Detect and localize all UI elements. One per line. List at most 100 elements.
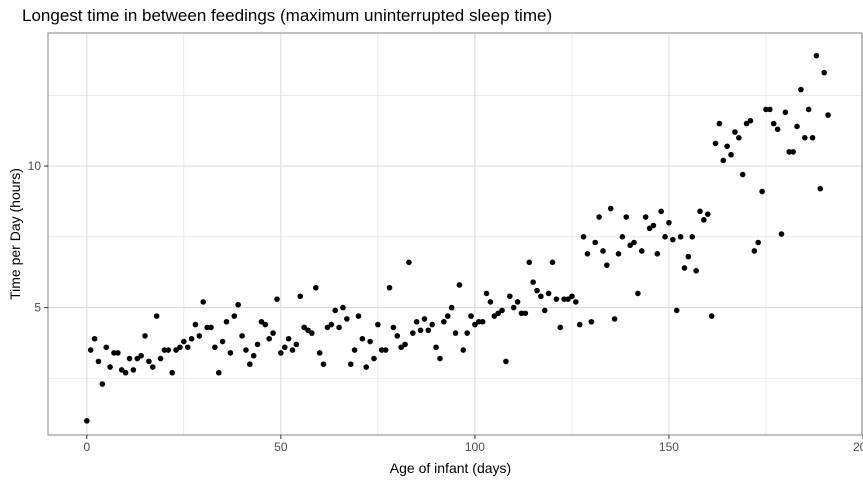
x-tick-label: 50 xyxy=(274,440,288,454)
data-point xyxy=(278,350,284,356)
data-point xyxy=(347,361,354,368)
data-point xyxy=(219,338,226,345)
data-point xyxy=(507,293,513,300)
data-point xyxy=(732,129,738,135)
data-point xyxy=(239,333,245,339)
data-point xyxy=(782,109,789,116)
data-point xyxy=(545,290,552,297)
data-point xyxy=(701,217,707,223)
data-point xyxy=(510,304,517,311)
data-point xyxy=(410,330,416,336)
data-point xyxy=(821,69,827,76)
data-point xyxy=(817,185,824,192)
data-point xyxy=(751,248,758,254)
data-point xyxy=(444,313,451,319)
data-point xyxy=(146,358,152,365)
data-point xyxy=(805,106,812,113)
data-point xyxy=(173,347,179,353)
data-point xyxy=(84,418,90,424)
data-point xyxy=(320,361,327,368)
data-point xyxy=(658,208,664,215)
y-tick-label: 10 xyxy=(28,159,42,173)
data-point xyxy=(627,242,633,249)
data-point xyxy=(328,321,335,328)
data-point xyxy=(95,358,102,365)
data-point xyxy=(654,251,661,257)
data-point xyxy=(200,299,207,305)
data-point xyxy=(285,335,292,342)
data-point xyxy=(600,248,606,254)
data-point xyxy=(305,327,311,334)
data-point xyxy=(138,352,144,359)
data-point xyxy=(697,208,703,215)
minor-gridlines xyxy=(48,33,863,435)
data-points xyxy=(84,52,831,424)
data-point xyxy=(130,367,137,373)
data-point xyxy=(371,355,377,362)
data-point xyxy=(673,307,680,314)
data-point xyxy=(790,149,796,155)
data-point xyxy=(165,347,172,353)
data-point xyxy=(359,335,366,342)
data-point xyxy=(103,344,110,351)
data-point xyxy=(759,188,765,195)
y-axis-title: Time per Day (hours) xyxy=(7,168,23,300)
plot-panel-border xyxy=(47,32,863,436)
data-point xyxy=(184,344,191,351)
data-point xyxy=(274,296,280,302)
data-point xyxy=(402,341,408,348)
data-point xyxy=(487,299,494,305)
major-gridlines xyxy=(48,33,863,435)
data-point xyxy=(638,248,645,254)
data-point xyxy=(149,364,156,370)
data-point xyxy=(596,214,602,220)
data-point xyxy=(460,347,467,353)
data-point xyxy=(573,299,579,305)
data-point xyxy=(281,344,288,351)
data-point xyxy=(301,324,307,331)
data-point xyxy=(728,151,734,158)
data-point xyxy=(390,324,397,331)
data-point xyxy=(472,321,478,328)
data-point xyxy=(809,134,816,141)
data-point xyxy=(169,369,175,376)
data-point xyxy=(448,304,455,311)
data-point xyxy=(413,318,420,325)
data-point xyxy=(351,347,358,353)
data-point xyxy=(623,214,630,220)
data-point xyxy=(324,324,331,331)
data-point xyxy=(250,352,257,359)
data-point xyxy=(755,239,762,246)
data-point xyxy=(747,117,754,124)
chart-title: Longest time in between feedings (maximu… xyxy=(22,6,553,25)
data-point xyxy=(642,214,649,220)
data-point xyxy=(111,350,117,356)
data-point xyxy=(258,318,265,325)
data-point xyxy=(526,259,533,266)
data-point xyxy=(611,316,618,322)
data-point xyxy=(437,355,443,362)
data-point xyxy=(724,143,730,150)
data-point xyxy=(615,251,622,257)
data-point xyxy=(212,344,218,351)
data-point xyxy=(522,310,529,317)
data-point xyxy=(157,355,164,362)
data-point xyxy=(720,157,727,164)
data-point xyxy=(479,318,486,325)
data-point xyxy=(142,333,148,339)
data-point xyxy=(215,369,222,376)
data-point xyxy=(421,316,428,322)
data-point xyxy=(541,307,548,314)
data-point xyxy=(553,296,560,302)
data-point xyxy=(483,290,490,297)
x-tick-label: 200 xyxy=(853,440,863,454)
data-point xyxy=(584,251,591,257)
data-point xyxy=(316,350,323,356)
data-point xyxy=(367,338,373,345)
data-point xyxy=(588,318,595,325)
data-point xyxy=(561,296,567,302)
data-point xyxy=(825,112,831,118)
data-point xyxy=(433,344,439,351)
data-point xyxy=(778,231,785,237)
data-point xyxy=(530,279,536,285)
